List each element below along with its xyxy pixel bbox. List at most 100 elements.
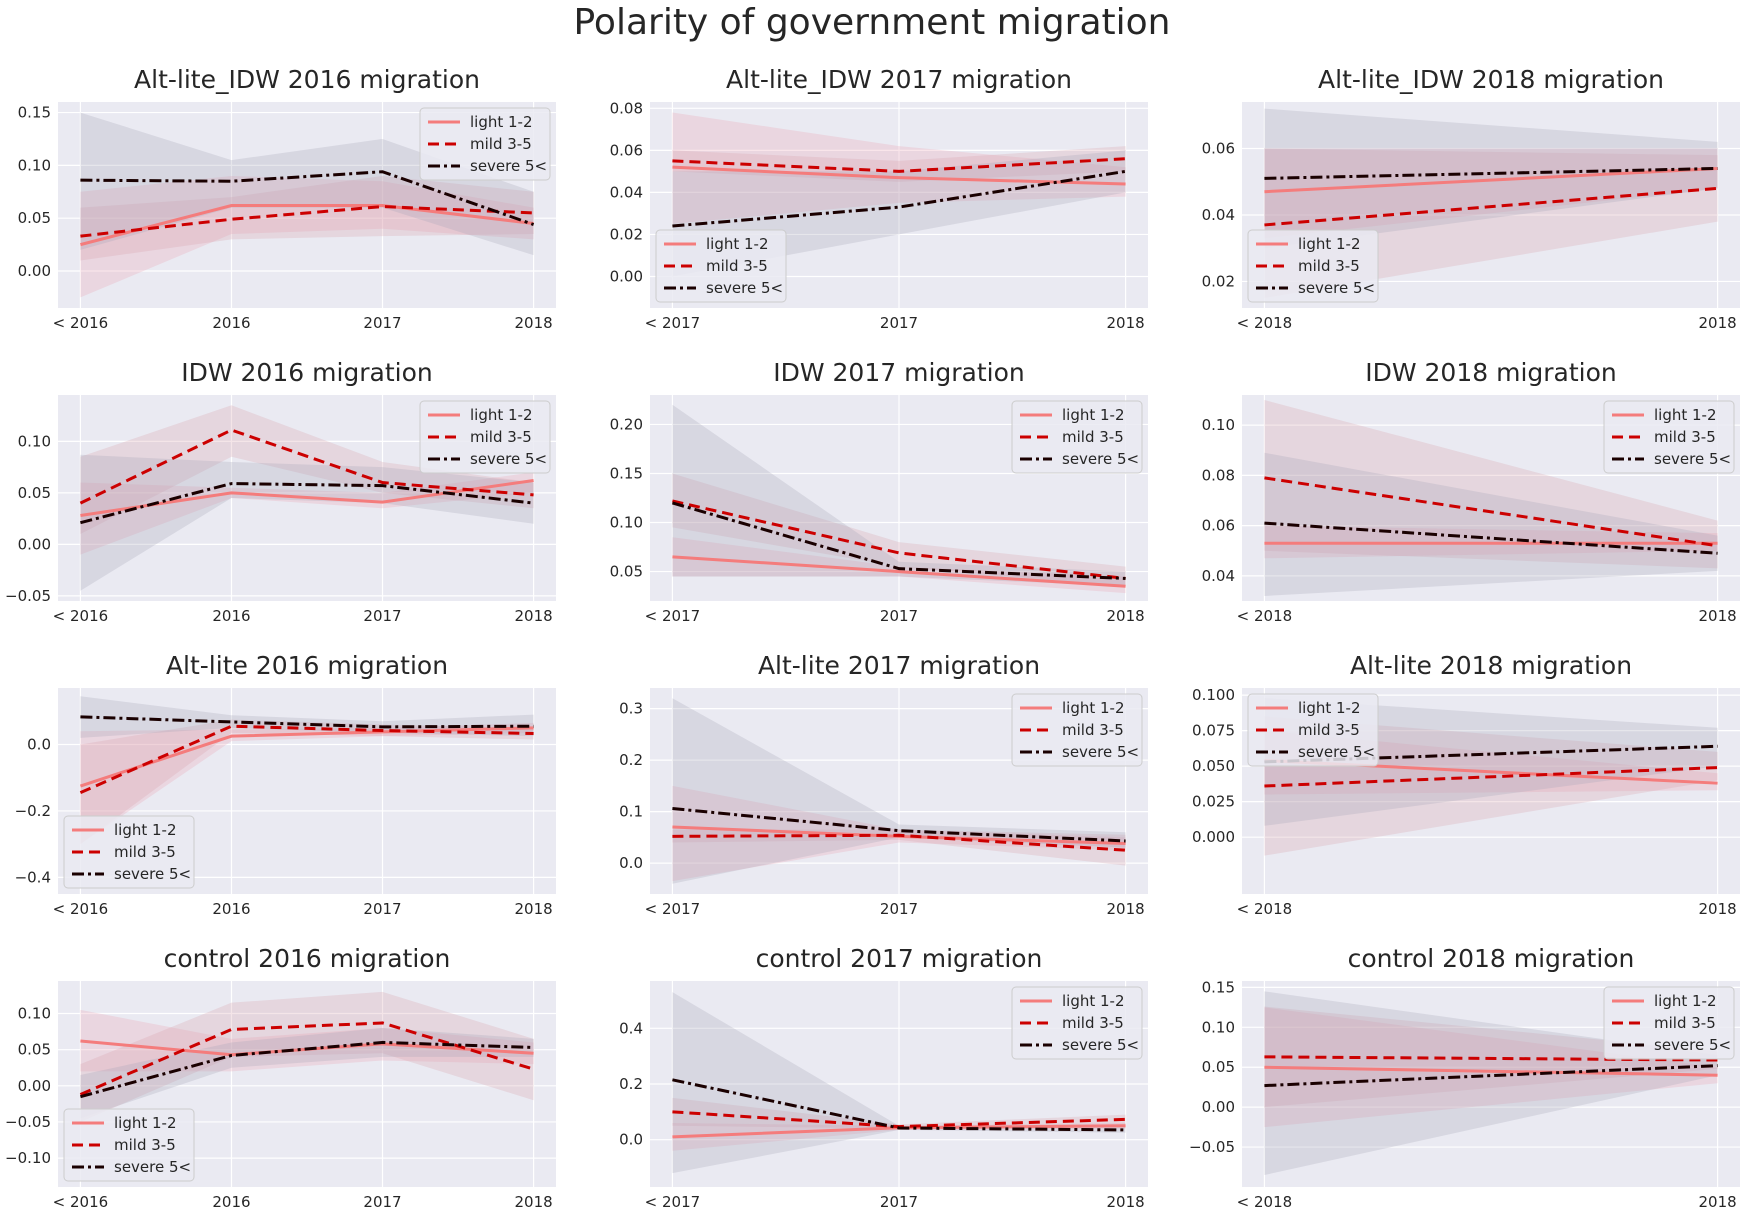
series-group — [1264, 108, 1718, 299]
y-tick-label: 0.10 — [18, 156, 51, 174]
legend-label: light 1-2 — [470, 406, 533, 424]
series-line-mild — [79, 428, 534, 505]
y-tick-label: 0.4 — [619, 1019, 643, 1037]
series-line-mild — [1264, 1055, 1718, 1062]
subplot-11: control 2017 migration 0.0 0.2 0.4 < 2017 201… — [619, 944, 1148, 1211]
x-tick-label: 2018 — [1698, 607, 1736, 625]
legend: light 1-2 mild 3-5 severe 5< — [419, 400, 551, 474]
confidence-band-light — [80, 1009, 534, 1072]
y-tick-label: 0.00 — [18, 535, 51, 553]
x-tick-label: < 2018 — [1237, 1193, 1293, 1211]
series-line-mild — [672, 499, 1126, 580]
x-tick-label: 2018 — [1106, 1193, 1144, 1211]
x-tick-label: 2018 — [1698, 900, 1736, 918]
subplot-2: Alt-lite_IDW 2017 migration 0.00 0.02 0.04 0… — [610, 65, 1148, 332]
legend-label: mild 3-5 — [470, 135, 532, 153]
y-tick-label: 0.08 — [610, 99, 643, 117]
y-tick-label: 0.00 — [1202, 1098, 1235, 1116]
y-tick-label: 0.06 — [610, 141, 643, 159]
legend-label: light 1-2 — [1062, 406, 1125, 424]
legend-label: mild 3-5 — [470, 428, 532, 446]
legend: light 1-2 mild 3-5 severe 5< — [1603, 400, 1735, 474]
confidence-band-severe — [80, 454, 534, 591]
y-tick-label: 0.05 — [1202, 1058, 1235, 1076]
y-tick-label: 0.2 — [619, 1075, 643, 1093]
legend-box — [1011, 400, 1143, 474]
x-tick-label: 2018 — [514, 900, 552, 918]
legend-label: light 1-2 — [1654, 406, 1717, 424]
y-tick-label: −0.4 — [15, 868, 51, 886]
series-line-light — [79, 726, 534, 788]
x-tick-label: < 2016 — [53, 314, 109, 332]
series-line-mild — [672, 833, 1126, 852]
series-line-light — [80, 204, 534, 247]
y-tick-label: 0.10 — [18, 432, 51, 450]
confidence-band-severe — [1264, 452, 1718, 596]
legend-box — [419, 107, 551, 181]
confidence-band-severe — [672, 698, 1126, 884]
series-group — [80, 112, 535, 298]
x-tick-label: 2017 — [363, 1193, 401, 1211]
confidence-band-mild — [80, 991, 534, 1122]
legend-label: light 1-2 — [1298, 235, 1361, 253]
y-tick-label: 0.00 — [610, 267, 643, 285]
y-tick-label: −0.05 — [5, 1113, 51, 1131]
legend-label: mild 3-5 — [1654, 1014, 1716, 1032]
series-line-severe — [1264, 166, 1718, 180]
y-tick-label: 0.100 — [1192, 686, 1235, 704]
confidence-band-light — [80, 175, 534, 298]
subplot-title: IDW 2016 migration — [181, 358, 433, 387]
legend-label: severe 5< — [1062, 450, 1139, 468]
figure-title: Polarity of government migration — [574, 2, 1171, 43]
legend-box — [419, 400, 551, 474]
x-tick-label: 2018 — [1698, 314, 1736, 332]
confidence-band-light — [1264, 1007, 1718, 1128]
subplot-title: Alt-lite 2017 migration — [758, 651, 1040, 680]
y-tick-label: 0.04 — [1202, 567, 1235, 585]
x-tick-label: 2016 — [212, 607, 250, 625]
y-tick-label: 0.04 — [610, 183, 643, 201]
x-tick-label: 2017 — [880, 900, 918, 918]
series-line-light — [672, 165, 1126, 186]
legend: light 1-2 mild 3-5 severe 5< — [1011, 400, 1143, 474]
y-tick-label: 0.05 — [18, 1041, 51, 1059]
series-line-mild — [1264, 476, 1718, 548]
x-tick-label: 2018 — [514, 607, 552, 625]
subplot-title: Alt-lite_IDW 2017 migration — [726, 65, 1072, 94]
y-tick-label: 0.05 — [18, 209, 51, 227]
subplot-title: Alt-lite_IDW 2016 migration — [134, 65, 480, 94]
y-tick-label: 0.06 — [1202, 140, 1235, 158]
legend-box — [655, 229, 787, 303]
series-line-severe — [80, 482, 534, 525]
legend-label: light 1-2 — [114, 821, 177, 839]
series-group — [79, 696, 534, 845]
y-tick-label: 0.02 — [1202, 272, 1235, 290]
legend-label: light 1-2 — [470, 113, 533, 131]
x-tick-label: 2016 — [212, 900, 250, 918]
legend-label: severe 5< — [470, 157, 547, 175]
x-tick-label: 2017 — [363, 900, 401, 918]
y-tick-label: 0.05 — [18, 484, 51, 502]
subplot-title: control 2018 migration — [1348, 944, 1635, 973]
y-tick-label: 0.20 — [610, 415, 643, 433]
legend-label: severe 5< — [114, 865, 191, 883]
subplot-5: IDW 2017 migration 0.05 0.10 0.15 0.20 < 2017… — [610, 358, 1148, 625]
series-line-severe — [672, 807, 1126, 843]
y-tick-label: 0.0 — [619, 854, 643, 872]
x-tick-label: 2018 — [1698, 1193, 1736, 1211]
x-tick-label: < 2018 — [1237, 607, 1293, 625]
legend-label: light 1-2 — [1062, 699, 1125, 717]
series-line-severe — [80, 1040, 534, 1099]
series-line-severe — [1264, 521, 1718, 555]
confidence-band-mild — [672, 473, 1126, 587]
y-tick-label: 0.15 — [610, 464, 643, 482]
subplot-title: Alt-lite 2016 migration — [166, 651, 448, 680]
legend: light 1-2 mild 3-5 severe 5< — [63, 815, 195, 889]
confidence-band-severe — [1264, 108, 1718, 249]
y-tick-label: 0.2 — [619, 751, 643, 769]
subplot-title: Alt-lite 2018 migration — [1350, 651, 1632, 680]
confidence-band-light — [672, 112, 1126, 224]
series-line-mild — [79, 724, 534, 795]
legend-label: severe 5< — [706, 279, 783, 297]
x-tick-label: 2016 — [212, 1193, 250, 1211]
